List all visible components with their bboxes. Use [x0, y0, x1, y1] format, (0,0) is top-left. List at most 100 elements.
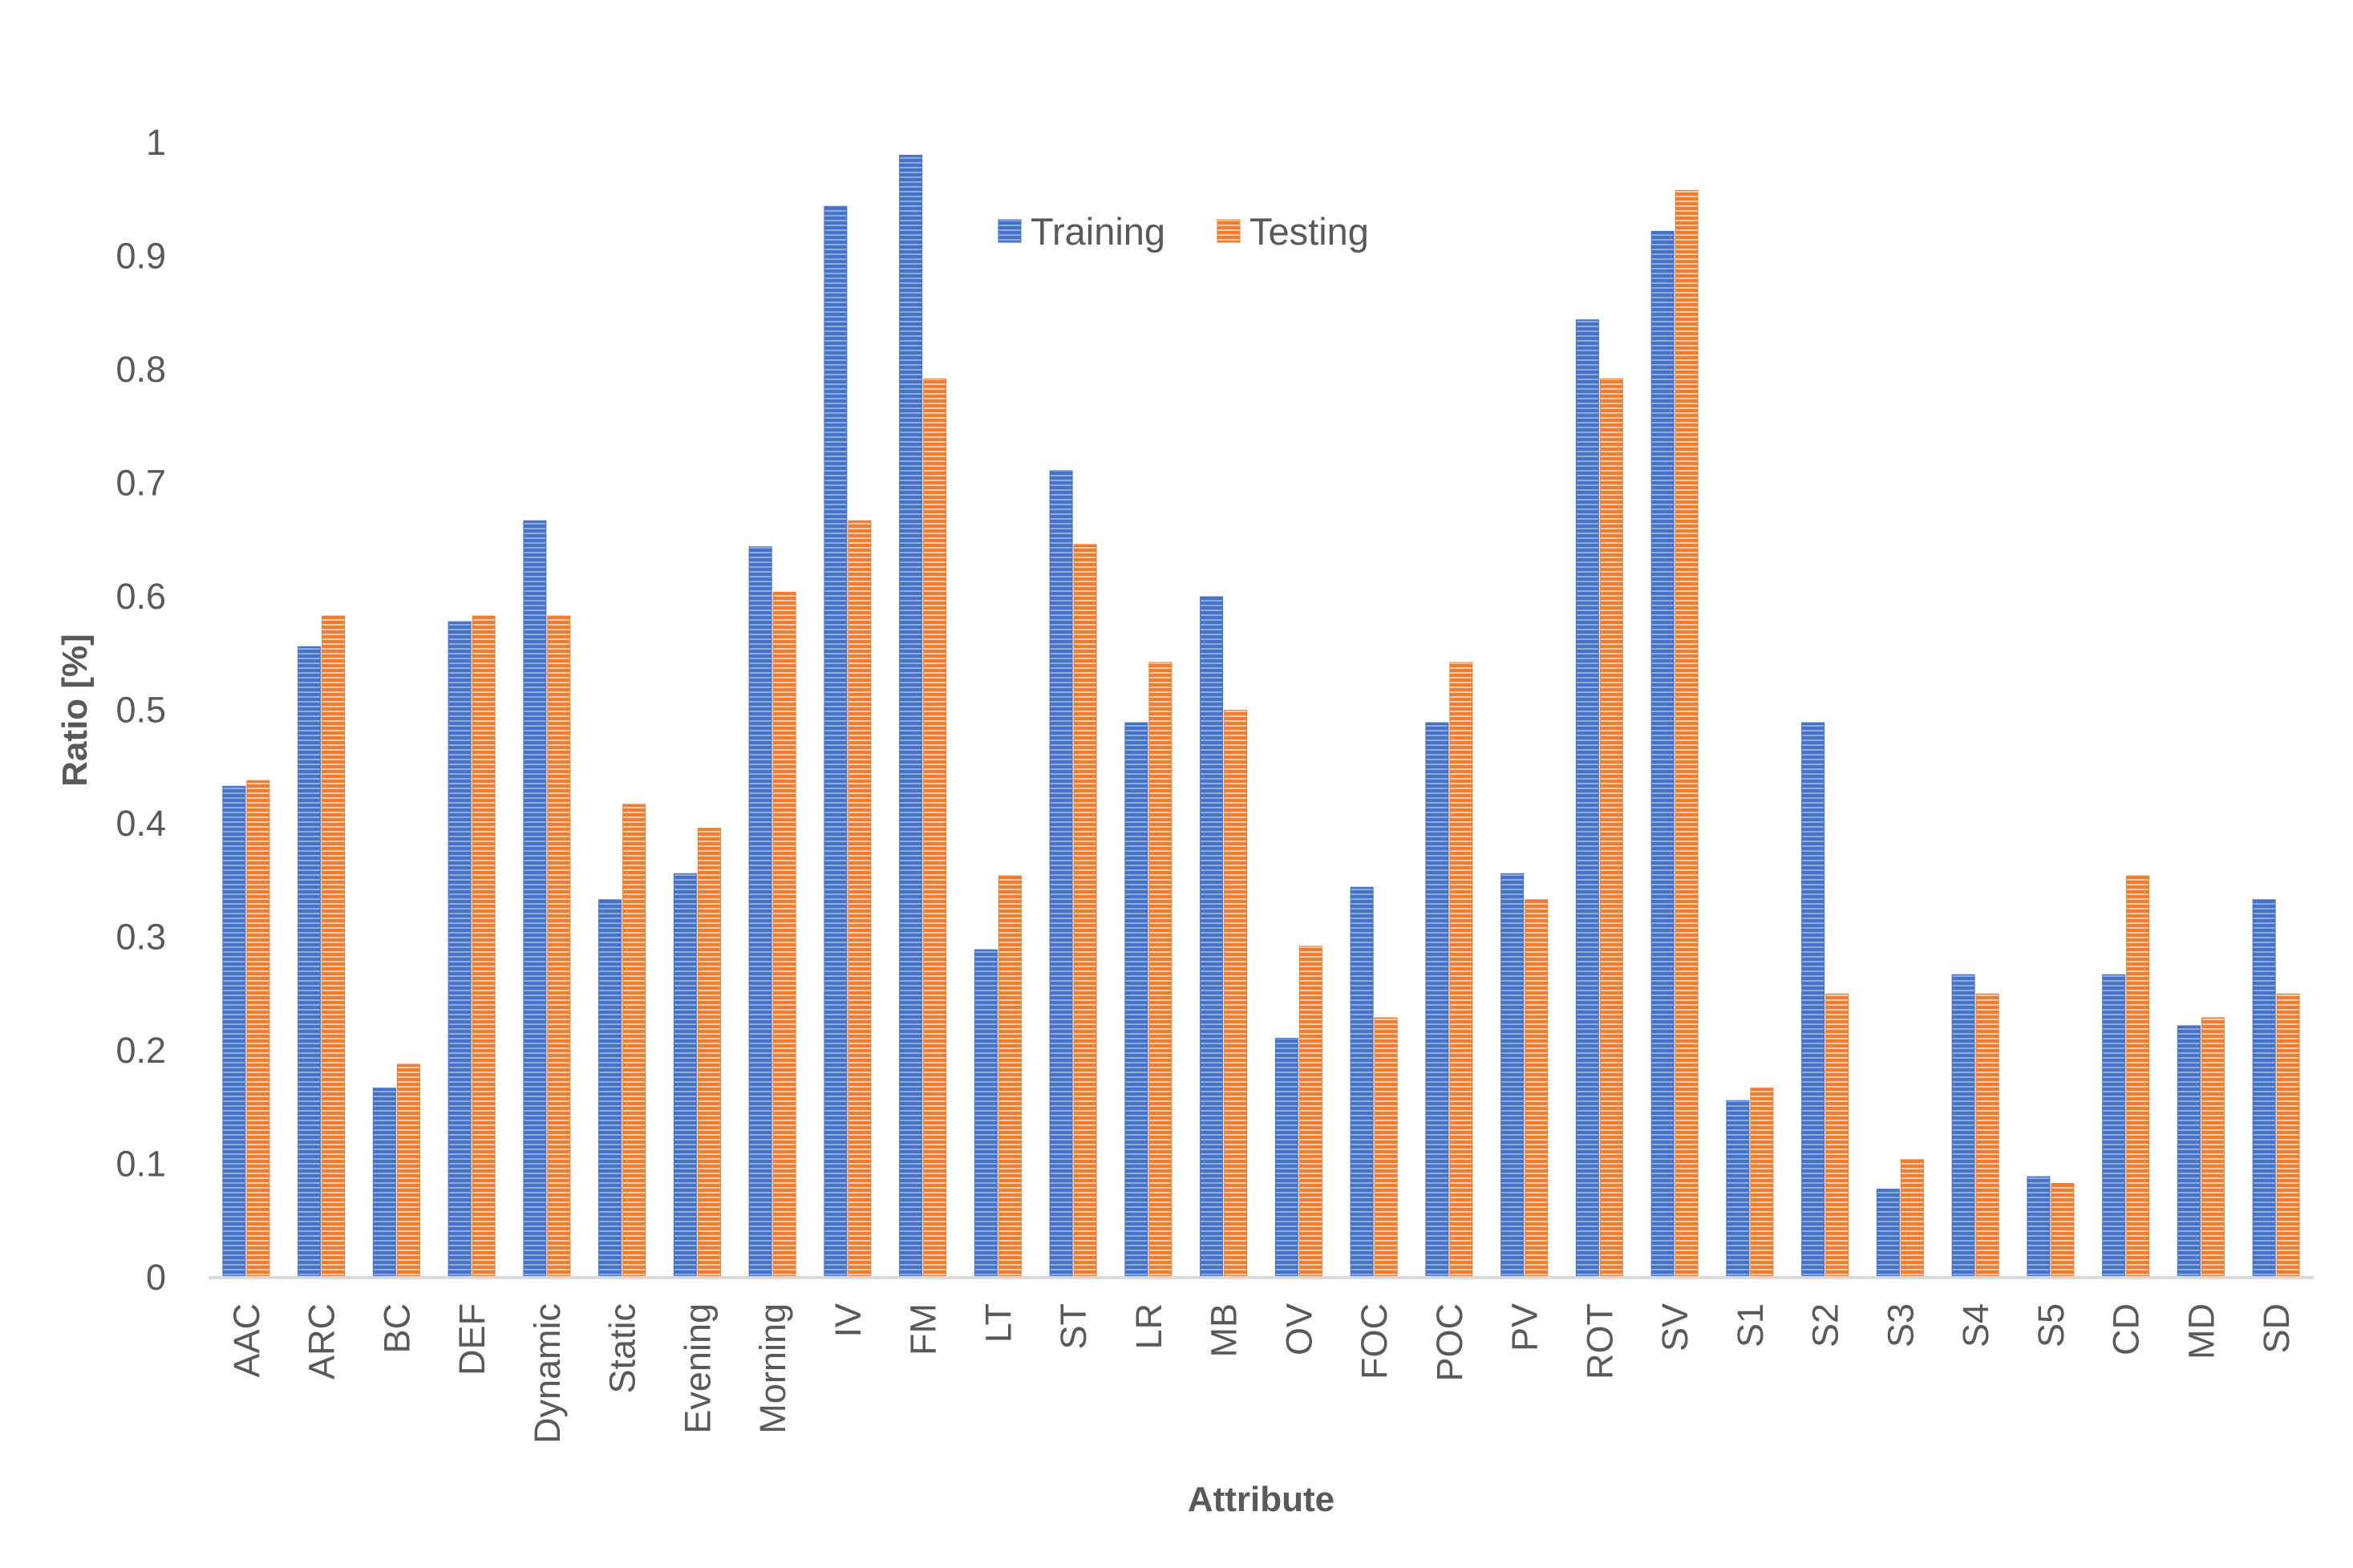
x-tick-label-aac: AAC — [226, 1303, 267, 1378]
x-tick-label-md: MD — [2181, 1303, 2221, 1359]
x-tick-label-poc: POC — [1429, 1303, 1470, 1382]
x-tick-label-s1: S1 — [1730, 1303, 1771, 1347]
bar-testing-sd — [2276, 993, 2300, 1278]
y-axis-ticks: 0 0.1 0.2 0.3 0.4 0.5 0.6 0.7 0.8 0.9 1 — [115, 122, 166, 1298]
x-tick-label-rot: ROT — [1579, 1303, 1620, 1380]
x-tick-label-static: Static — [602, 1303, 643, 1394]
y-tick-label: 0.3 — [115, 917, 166, 958]
bar-training-mb — [1200, 596, 1224, 1278]
bar-testing-poc — [1449, 662, 1473, 1278]
bar-training-dynamic — [523, 520, 547, 1278]
bar-testing-s1 — [1750, 1088, 1774, 1278]
bar-testing-lt — [998, 875, 1022, 1278]
bar-training-pv — [1500, 873, 1525, 1278]
bar-testing-rot — [1599, 378, 1623, 1278]
x-tick-label-fm: FM — [903, 1303, 944, 1355]
legend-swatch-training — [998, 219, 1022, 243]
bar-training-lt — [974, 949, 998, 1278]
legend-swatch-testing — [1217, 219, 1241, 243]
y-tick-label: 0.5 — [115, 690, 166, 731]
x-tick-label-arc: ARC — [302, 1303, 342, 1380]
bar-testing-fm — [923, 378, 947, 1278]
bar-testing-def — [472, 615, 496, 1278]
x-tick-label-dynamic: Dynamic — [527, 1303, 568, 1444]
x-tick-label-iv: IV — [828, 1303, 869, 1338]
bar-training-fm — [899, 155, 923, 1278]
bar-training-s4 — [1951, 974, 1975, 1278]
bar-training-s2 — [1801, 722, 1825, 1278]
y-tick-label: 0.7 — [115, 463, 166, 504]
bar-training-def — [448, 621, 472, 1278]
x-tick-label-def: DEF — [452, 1303, 492, 1376]
x-tick-label-st: ST — [1053, 1303, 1094, 1350]
bar-testing-st — [1073, 544, 1097, 1278]
bar-training-iv — [824, 205, 848, 1278]
bar-testing-md — [2201, 1017, 2225, 1278]
x-axis-ticks: AAC ARC BC DEF Dynamic Static Evening Morning IV… — [226, 1303, 2297, 1444]
x-tick-label-s5: S5 — [2031, 1303, 2072, 1347]
x-tick-label-sv: SV — [1654, 1303, 1695, 1351]
bar-testing-sv — [1675, 189, 1699, 1278]
bar-training-s5 — [2027, 1176, 2051, 1278]
bar-testing-lr — [1148, 662, 1172, 1278]
y-tick-label: 0.8 — [115, 349, 166, 390]
x-tick-label-pv: PV — [1505, 1303, 1545, 1351]
legend-label-training: Training — [1031, 210, 1165, 253]
bar-testing-s5 — [2051, 1183, 2075, 1278]
bar-training-s3 — [1876, 1189, 1900, 1278]
x-tick-label-mb: MB — [1204, 1303, 1245, 1358]
bar-testing-cd — [2126, 875, 2150, 1278]
legend: Training Testing — [998, 210, 1369, 253]
bar-training-st — [1049, 470, 1073, 1278]
bar-training-morning — [748, 546, 772, 1278]
x-tick-label-evening: Evening — [677, 1303, 718, 1434]
y-tick-label: 0.2 — [115, 1030, 166, 1071]
bar-training-rot — [1575, 319, 1599, 1278]
bar-training-evening — [673, 873, 697, 1278]
y-tick-label: 1 — [146, 122, 166, 163]
bar-training-bc — [372, 1088, 396, 1278]
bar-testing-s3 — [1900, 1159, 1924, 1278]
x-tick-label-ov: OV — [1278, 1303, 1319, 1355]
bar-testing-ov — [1298, 946, 1322, 1278]
y-tick-label: 0.4 — [115, 803, 166, 844]
x-tick-label-cd: CD — [2106, 1303, 2147, 1355]
bar-training-foc — [1350, 886, 1374, 1278]
x-tick-label-foc: FOC — [1354, 1303, 1395, 1380]
legend-label-testing: Testing — [1249, 210, 1369, 253]
x-tick-label-s4: S4 — [1955, 1303, 1996, 1347]
y-tick-label: 0.9 — [115, 236, 166, 277]
x-tick-label-s2: S2 — [1805, 1303, 1846, 1347]
y-axis-title: Ratio [%] — [55, 634, 95, 787]
x-tick-label-lt: LT — [978, 1303, 1019, 1343]
bar-testing-bc — [396, 1064, 420, 1278]
bar-training-s1 — [1726, 1100, 1750, 1278]
bar-testing-pv — [1525, 899, 1549, 1278]
bar-testing-foc — [1374, 1017, 1398, 1278]
bar-training-lr — [1124, 722, 1148, 1278]
x-tick-label-sd: SD — [2256, 1303, 2297, 1354]
bar-testing-dynamic — [547, 615, 571, 1278]
bar-training-sd — [2252, 899, 2276, 1278]
bar-testing-s4 — [1975, 993, 1999, 1278]
x-tick-label-s3: S3 — [1880, 1303, 1921, 1347]
bar-testing-static — [622, 804, 646, 1278]
bar-testing-morning — [772, 591, 796, 1278]
bar-training-md — [2177, 1025, 2201, 1278]
bar-testing-mb — [1224, 710, 1248, 1278]
bar-training-poc — [1425, 722, 1449, 1278]
x-tick-label-bc: BC — [376, 1303, 417, 1354]
y-tick-label: 0.1 — [115, 1144, 166, 1185]
bar-training-cd — [2102, 974, 2126, 1278]
x-tick-label-morning: Morning — [752, 1303, 793, 1434]
bar-training-ov — [1274, 1037, 1298, 1278]
bar-training-static — [598, 899, 622, 1278]
bar-testing-iv — [848, 520, 872, 1278]
x-tick-label-lr: LR — [1128, 1303, 1169, 1350]
x-axis-title: Attribute — [1188, 1480, 1334, 1519]
y-tick-label: 0.6 — [115, 576, 166, 617]
bars — [222, 155, 2300, 1278]
bar-testing-aac — [246, 780, 270, 1278]
bar-testing-s2 — [1825, 993, 1849, 1278]
